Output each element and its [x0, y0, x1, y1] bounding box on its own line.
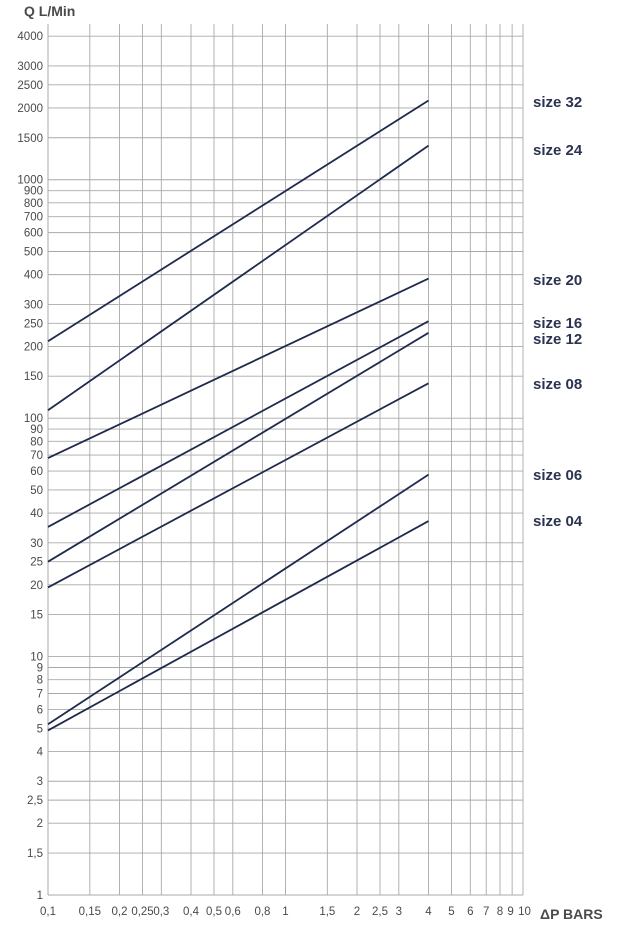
y-tick-label: 400	[24, 270, 43, 282]
series-line-size-12	[47, 332, 429, 563]
x-tick-label: 7	[483, 906, 489, 918]
y-tick-label: 6	[37, 704, 43, 716]
x-tick-label: 0,6	[225, 906, 241, 918]
x-tick-label: 0,8	[254, 906, 270, 918]
series-line-size-08	[47, 382, 429, 589]
y-tick-label: 1000	[17, 175, 43, 187]
y-tick-label: 60	[30, 466, 43, 478]
series-label-size-32: size 32	[533, 94, 582, 111]
x-tick-label: 0,15	[79, 906, 101, 918]
series-label-size-06: size 06	[533, 467, 582, 484]
y-tick-label: 30	[30, 538, 43, 550]
y-tick-label: 200	[24, 341, 43, 353]
series-line-size-20	[47, 277, 429, 459]
series-label-size-04: size 04	[533, 513, 583, 530]
series-lines	[47, 99, 430, 732]
y-tick-label: 5	[37, 723, 43, 735]
y-tick-label: 80	[30, 436, 43, 448]
x-tick-label: 8	[497, 906, 503, 918]
x-tick-label: 5	[448, 906, 454, 918]
y-tick-label: 7	[37, 689, 43, 701]
y-tick-labels: 11,522,534567891015202530405060708090100…	[17, 31, 43, 902]
y-tick-label: 20	[30, 580, 43, 592]
x-tick-label: 10	[518, 906, 531, 918]
series-label-size-20: size 20	[533, 272, 582, 289]
series-line-size-24	[47, 144, 430, 411]
series-line-size-06	[47, 473, 429, 726]
y-tick-label: 70	[30, 450, 43, 462]
y-tick-label: 2	[37, 818, 43, 830]
x-tick-label: 0,2	[111, 906, 127, 918]
y-tick-label: 2000	[17, 103, 43, 115]
series-line-size-32	[47, 99, 429, 343]
series-label-size-08: size 08	[533, 376, 582, 393]
y-tick-label: 3000	[17, 61, 43, 73]
y-tick-label: 1	[37, 890, 43, 902]
series-label-size-24: size 24	[533, 142, 583, 159]
y-tick-label: 100	[24, 413, 43, 425]
y-tick-label: 10	[30, 652, 43, 664]
y-tick-label: 8	[37, 675, 43, 687]
y-tick-label: 9	[37, 662, 43, 674]
y-tick-label: 600	[24, 228, 43, 240]
x-tick-labels: 0,1 0,15 0,2 0,25 0,3 0,4 0,5 0,6 0,8 1 1,5 2 2,5 3 4 5…	[40, 906, 531, 918]
grid	[47, 24, 524, 896]
y-tick-label: 50	[30, 485, 43, 497]
x-tick-label: 0,25	[131, 906, 153, 918]
y-tick-label: 2,5	[27, 795, 43, 807]
x-tick-label: 1,5	[319, 906, 335, 918]
y-tick-label: 500	[24, 247, 43, 259]
y-tick-label: 1500	[17, 133, 43, 145]
y-tick-label: 800	[24, 198, 43, 210]
x-tick-label: 9	[507, 906, 513, 918]
y-tick-label: 900	[24, 186, 43, 198]
y-tick-label: 2500	[17, 80, 43, 92]
x-tick-label: 0,3	[153, 906, 169, 918]
y-tick-label: 3	[37, 776, 43, 788]
x-tick-label: 0,1	[40, 906, 56, 918]
x-tick-label: 0,5	[206, 906, 222, 918]
series-label-size-12: size 12	[533, 331, 582, 348]
y-tick-label: 700	[24, 212, 43, 224]
y-tick-label: 40	[30, 508, 43, 520]
y-tick-label: 4	[37, 746, 44, 758]
series-line-size-16	[47, 320, 429, 528]
x-tick-label: 2,5	[372, 906, 388, 918]
series-label-size-16: size 16	[533, 315, 582, 332]
x-axis-title: ΔP BARS	[540, 906, 603, 922]
y-tick-label: 250	[24, 318, 43, 330]
y-tick-label: 300	[24, 299, 43, 311]
y-axis-title: Q L/Min	[24, 3, 75, 19]
y-tick-label: 25	[30, 557, 43, 569]
y-tick-label: 4000	[17, 31, 43, 43]
y-tick-label: 150	[24, 371, 43, 383]
y-tick-label: 90	[30, 424, 43, 436]
x-tick-label: 0,4	[183, 906, 200, 918]
y-tick-label: 1,5	[27, 848, 43, 860]
y-tick-label: 15	[30, 610, 43, 622]
x-tick-label: 6	[467, 906, 473, 918]
x-tick-label: 3	[396, 906, 402, 918]
x-tick-label: 4	[425, 906, 432, 918]
series-line-size-04	[47, 520, 429, 732]
x-tick-label: 1	[282, 906, 288, 918]
x-tick-label: 2	[354, 906, 360, 918]
